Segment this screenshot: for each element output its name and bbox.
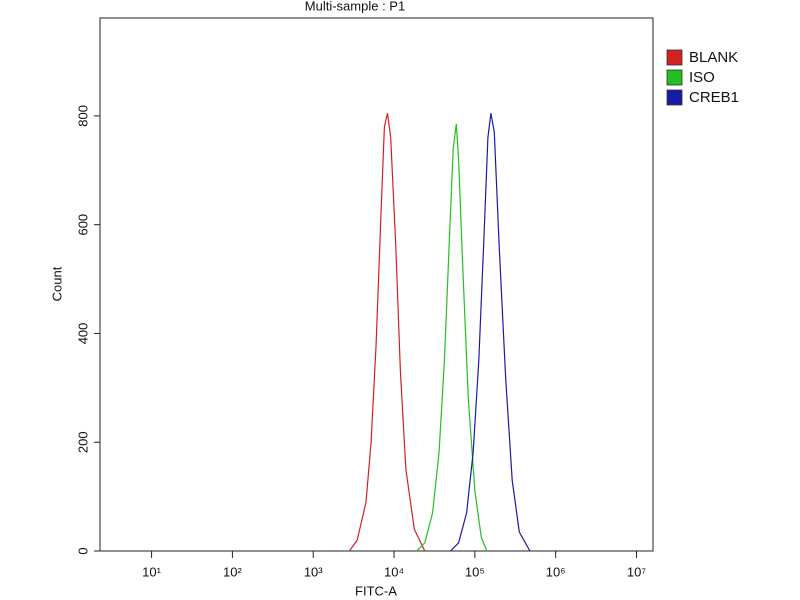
x-tick-label: 10¹ — [142, 564, 161, 579]
x-tick-label: 10³ — [304, 564, 323, 579]
legend-swatch — [666, 49, 683, 66]
series-line — [450, 113, 531, 552]
x-tick-label: 10⁵ — [465, 564, 485, 579]
y-tick-label: 400 — [75, 323, 90, 345]
y-axis-label: Count — [49, 266, 64, 301]
y-tick-label: 200 — [75, 431, 90, 453]
y-tick-label: 600 — [75, 214, 90, 236]
legend-label: ISO — [689, 69, 715, 86]
series-line — [348, 113, 426, 552]
x-tick-label: 10⁴ — [384, 564, 404, 579]
y-tick-label: 800 — [75, 105, 90, 127]
chart-title: Multi-sample : P1 — [305, 0, 405, 13]
legend-label: CREB1 — [689, 89, 739, 106]
x-tick-label: 10² — [223, 564, 242, 579]
x-axis-label: FITC-A — [355, 583, 397, 598]
series-line — [416, 124, 488, 552]
y-tick-label: 0 — [75, 547, 90, 554]
legend-label: BLANK — [689, 49, 738, 66]
plot-frame — [99, 17, 654, 552]
legend-swatch — [666, 69, 683, 86]
legend-swatch — [666, 89, 683, 106]
x-tick-label: 10⁶ — [546, 564, 566, 579]
x-tick-label: 10⁷ — [627, 564, 646, 579]
